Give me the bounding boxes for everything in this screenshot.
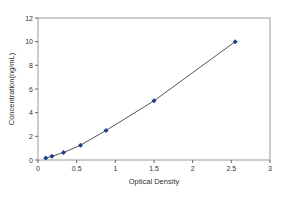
plot-frame — [38, 18, 270, 160]
x-tick — [154, 160, 155, 163]
y-tick-label: 12 — [25, 15, 33, 22]
data-point — [152, 98, 157, 103]
chart-root: 0 0.5 1 1.5 2 2.5 3 0 2 4 6 8 10 12 Optical Density Con… — [0, 0, 300, 200]
data-point — [233, 39, 238, 44]
y-tick — [35, 160, 38, 161]
x-tick — [115, 160, 116, 163]
y-tick-label: 4 — [29, 109, 33, 116]
chart: 0 0.5 1 1.5 2 2.5 3 0 2 4 6 8 10 12 Optical Density Con… — [0, 0, 300, 200]
y-tick-label: 0 — [29, 157, 33, 164]
x-tick-label: 0.5 — [72, 165, 82, 172]
y-tick — [35, 89, 38, 90]
fit-line — [46, 42, 235, 158]
y-tick-label: 8 — [29, 62, 33, 69]
y-tick-label: 6 — [29, 86, 33, 93]
x-axis-label: Optical Density — [129, 177, 180, 186]
y-tick — [35, 136, 38, 137]
y-tick-label: 2 — [29, 133, 33, 140]
y-tick — [35, 18, 38, 19]
y-tick-label: 10 — [25, 38, 33, 45]
x-tick — [76, 160, 77, 163]
x-tick-label: 0 — [36, 165, 40, 172]
x-tick — [270, 160, 271, 163]
x-tick — [231, 160, 232, 163]
data-point — [49, 154, 54, 159]
x-tick-label: 2.5 — [226, 165, 236, 172]
data-point — [78, 143, 83, 148]
x-tick-label: 3 — [268, 165, 272, 172]
data-point — [43, 156, 48, 160]
data-point — [104, 128, 109, 133]
data-point — [61, 150, 66, 155]
x-tick — [192, 160, 193, 163]
x-tick-label: 1.5 — [149, 165, 159, 172]
y-tick — [35, 65, 38, 66]
x-tick-label: 2 — [191, 165, 195, 172]
y-tick — [35, 112, 38, 113]
y-tick — [35, 41, 38, 42]
x-tick-label: 1 — [113, 165, 117, 172]
y-axis-label: Concentration(ng/mL) — [7, 52, 16, 125]
plot-marks — [43, 39, 237, 160]
